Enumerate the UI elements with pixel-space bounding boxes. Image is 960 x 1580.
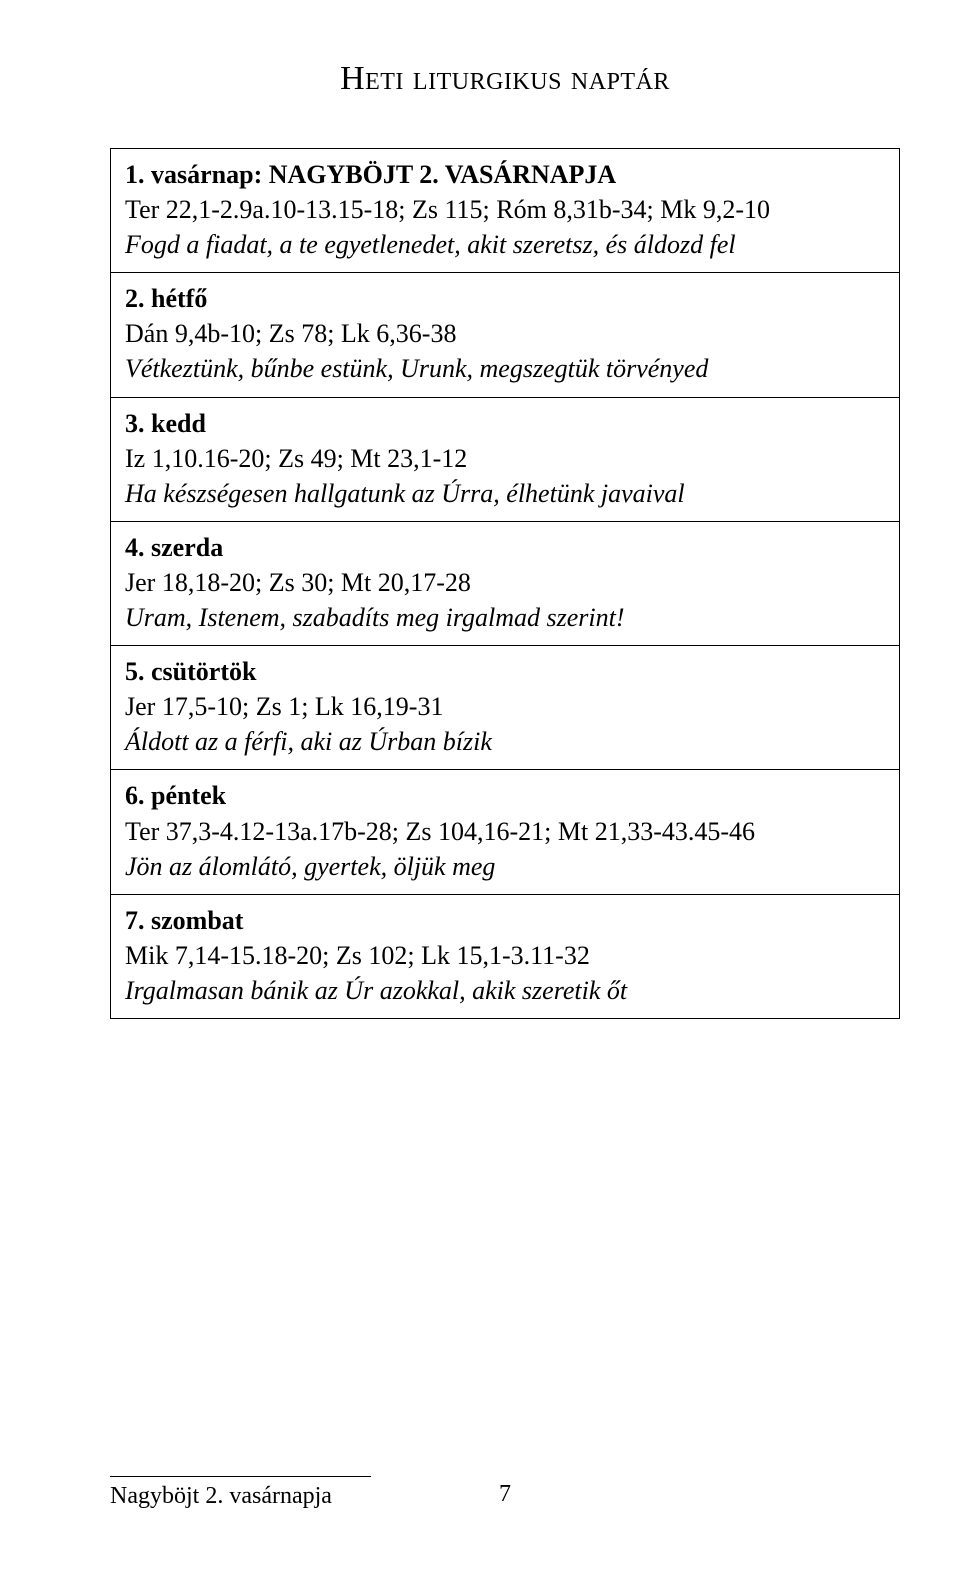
calendar-table: 1. vasárnap: NAGYBÖJT 2. VASÁRNAPJA Ter … <box>110 148 900 1019</box>
day-heading: 1. vasárnap: NAGYBÖJT 2. VASÁRNAPJA <box>125 157 885 192</box>
day-refs: Jer 18,18-20; Zs 30; Mt 20,17-28 <box>125 565 885 600</box>
day-note: Vétkeztünk, bűnbe estünk, Urunk, megszeg… <box>125 351 885 386</box>
day-prefix: 4. szerda <box>125 533 223 562</box>
day-prefix: 6. péntek <box>125 781 226 810</box>
day-heading: 7. szombat <box>125 903 885 938</box>
day-refs: Iz 1,10.16-20; Zs 49; Mt 23,1-12 <box>125 441 885 476</box>
page-title: Heti liturgikus naptár <box>110 60 900 98</box>
day-refs: Mik 7,14-15.18-20; Zs 102; Lk 15,1-3.11-… <box>125 938 885 973</box>
day-heading: 4. szerda <box>125 530 885 565</box>
day-refs: Dán 9,4b-10; Zs 78; Lk 6,36-38 <box>125 316 885 351</box>
table-row: 7. szombat Mik 7,14-15.18-20; Zs 102; Lk… <box>111 894 900 1018</box>
day-note: Áldott az a férfi, aki az Úrban bízik <box>125 724 885 759</box>
day-note: Irgalmasan bánik az Úr azokkal, akik sze… <box>125 973 885 1008</box>
day-note: Fogd a fiadat, a te egyetlenedet, akit s… <box>125 227 885 262</box>
footer-rule <box>110 1476 371 1477</box>
page-footer: Nagyböjt 2. vasárnapja 7 <box>110 1476 900 1510</box>
table-row: 3. kedd Iz 1,10.16-20; Zs 49; Mt 23,1-12… <box>111 397 900 521</box>
table-row: 1. vasárnap: NAGYBÖJT 2. VASÁRNAPJA Ter … <box>111 149 900 273</box>
day-prefix: 1. vasárnap: <box>125 160 269 189</box>
day-refs: Jer 17,5-10; Zs 1; Lk 16,19-31 <box>125 689 885 724</box>
day-main: NAGYBÖJT 2. VASÁRNAPJA <box>269 160 616 189</box>
table-row: 4. szerda Jer 18,18-20; Zs 30; Mt 20,17-… <box>111 521 900 645</box>
footer-text: Nagyböjt 2. vasárnapja <box>110 1483 332 1510</box>
day-heading: 6. péntek <box>125 778 885 813</box>
table-row: 5. csütörtök Jer 17,5-10; Zs 1; Lk 16,19… <box>111 646 900 770</box>
day-note: Uram, Istenem, szabadíts meg irgalmad sz… <box>125 600 885 635</box>
table-row: 2. hétfő Dán 9,4b-10; Zs 78; Lk 6,36-38 … <box>111 273 900 397</box>
day-heading: 2. hétfő <box>125 281 885 316</box>
day-prefix: 5. csütörtök <box>125 657 256 686</box>
page-number: 7 <box>499 1481 511 1508</box>
day-refs: Ter 22,1-2.9a.10-13.15-18; Zs 115; Róm 8… <box>125 192 885 227</box>
day-refs: Ter 37,3-4.12-13a.17b-28; Zs 104,16-21; … <box>125 814 885 849</box>
day-prefix: 3. kedd <box>125 409 206 438</box>
day-note: Jön az álomlátó, gyertek, öljük meg <box>125 849 885 884</box>
day-heading: 3. kedd <box>125 406 885 441</box>
table-row: 6. péntek Ter 37,3-4.12-13a.17b-28; Zs 1… <box>111 770 900 894</box>
day-heading: 5. csütörtök <box>125 654 885 689</box>
day-note: Ha készségesen hallgatunk az Úrra, élhet… <box>125 476 885 511</box>
day-prefix: 7. szombat <box>125 906 243 935</box>
day-prefix: 2. hétfő <box>125 284 207 313</box>
